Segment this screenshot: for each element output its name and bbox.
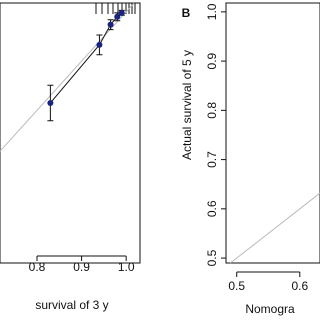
reference-diagonal — [0, 2, 135, 152]
y-tick-label: 1.0 — [205, 3, 219, 20]
y-tick-label: 0.8 — [205, 102, 219, 119]
panel-label: B — [182, 6, 191, 20]
x-axis-label: Nomogra — [245, 302, 295, 316]
point — [107, 21, 114, 28]
y-tick-label: 0.7 — [205, 151, 219, 168]
x-tick-label: 1.0 — [118, 260, 135, 274]
x-tick-label: 0.5 — [228, 279, 245, 293]
point — [118, 9, 125, 16]
plot-frame — [0, 2, 141, 264]
y-tick-label: 0.9 — [205, 52, 219, 69]
x-tick-label: 0.9 — [73, 260, 90, 274]
rug — [95, 3, 136, 14]
x-tick-label: 0.8 — [29, 260, 46, 274]
y-tick-label: 0.5 — [205, 249, 219, 266]
x-tick-label: 0.6 — [291, 279, 308, 293]
point — [96, 41, 103, 48]
x-axis-label: survival of 3 y — [35, 298, 108, 312]
y-axis-label: Actual survival of 5 y — [180, 50, 194, 160]
y-tick-label: 0.6 — [205, 200, 219, 217]
reference-diagonal — [230, 192, 320, 264]
point — [47, 99, 54, 106]
plot-frame — [225, 2, 320, 264]
